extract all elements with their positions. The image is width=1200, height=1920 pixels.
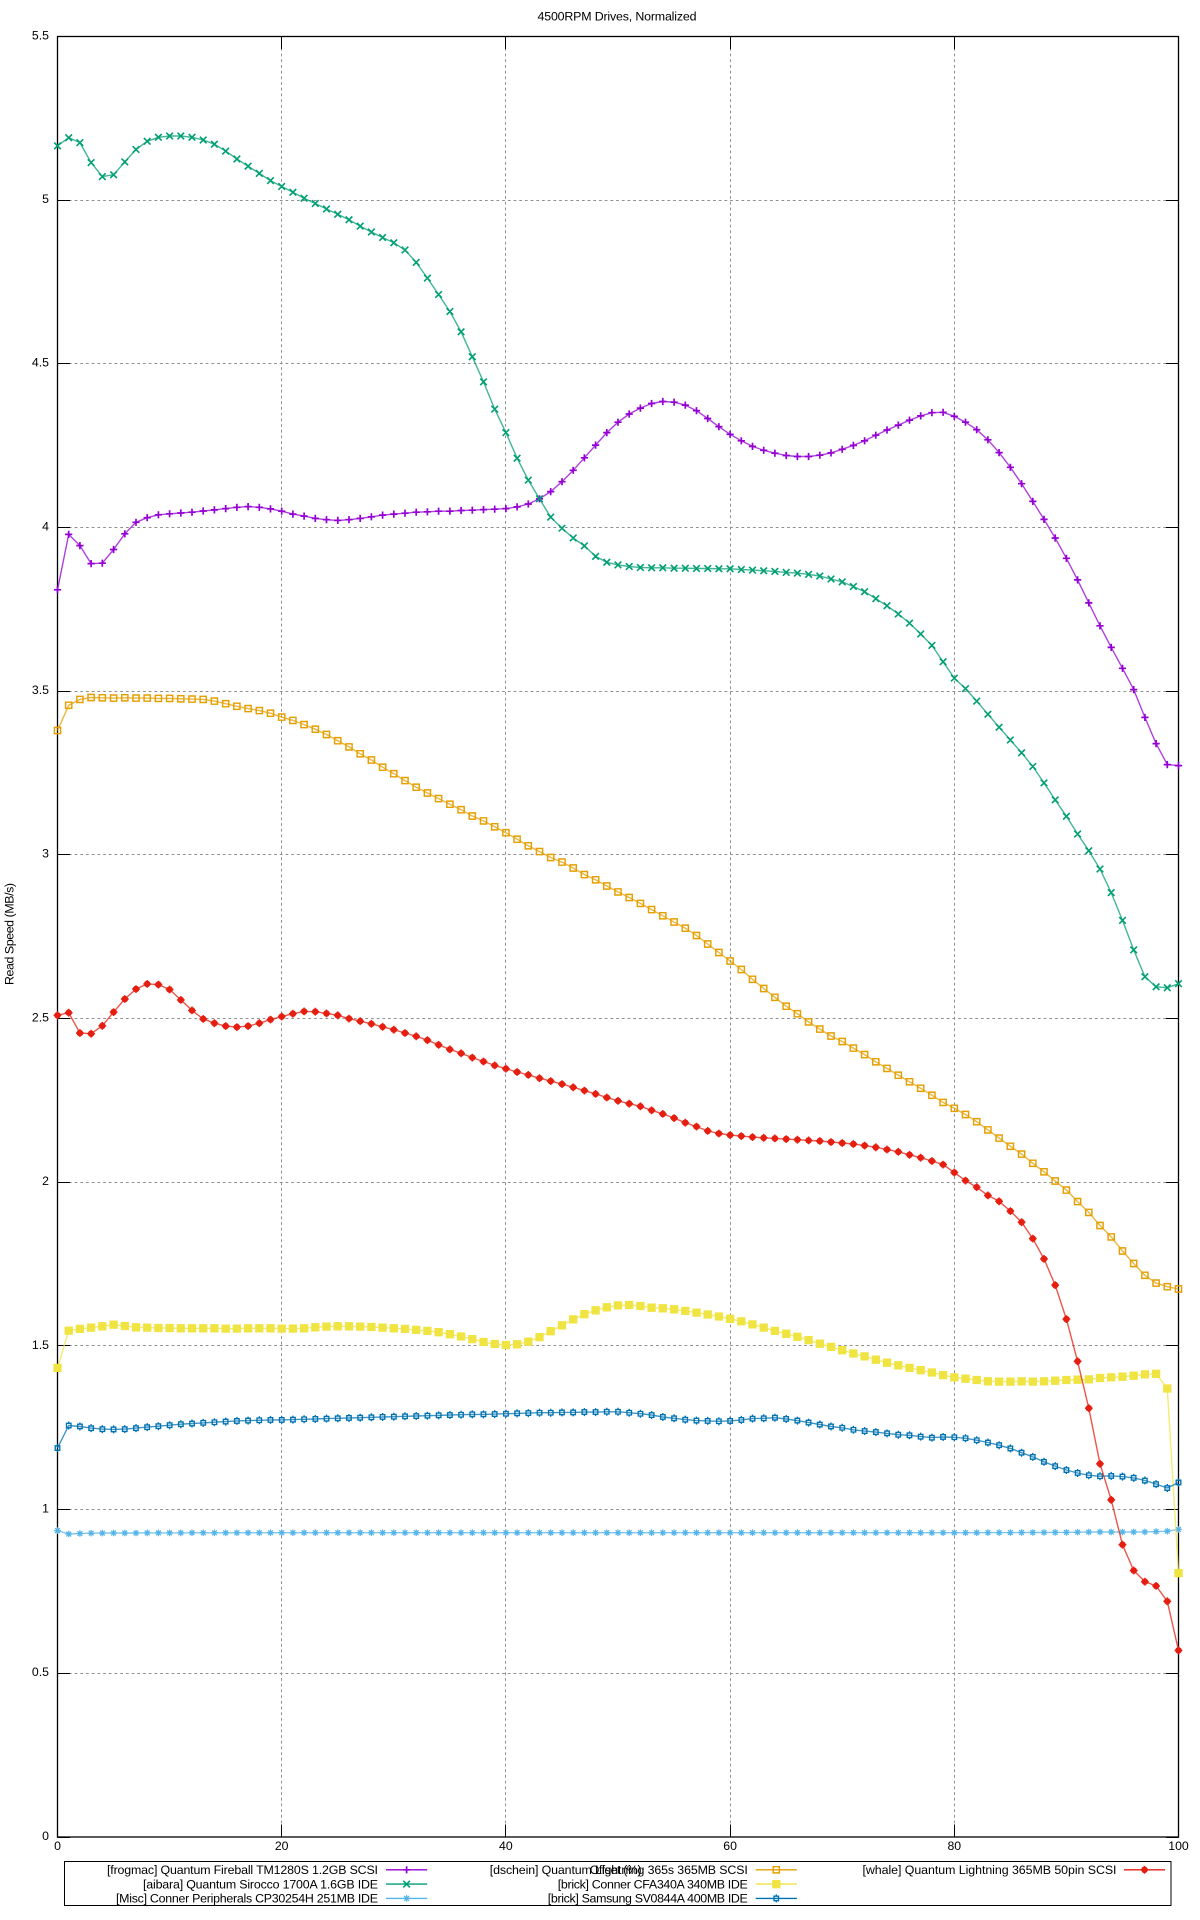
svg-text:0.5: 0.5	[32, 1665, 49, 1679]
svg-text:80: 80	[947, 1839, 961, 1853]
svg-text:5: 5	[42, 192, 49, 206]
svg-text:3: 3	[42, 847, 49, 861]
svg-text:[frogmac] Quantum Fireball TM1: [frogmac] Quantum Fireball TM1280S 1.2GB…	[107, 1863, 378, 1877]
svg-text:4: 4	[42, 519, 49, 533]
svg-text:60: 60	[723, 1839, 737, 1853]
svg-text:3.5: 3.5	[32, 683, 49, 697]
svg-text:[brick] Conner CFA340A 340MB I: [brick] Conner CFA340A 340MB IDE	[558, 1877, 748, 1891]
svg-text:1.5: 1.5	[32, 1338, 49, 1352]
svg-text:5.5: 5.5	[32, 28, 49, 42]
svg-text:4500RPM Drives, Normalized: 4500RPM Drives, Normalized	[538, 10, 697, 24]
svg-text:4.5: 4.5	[32, 356, 49, 370]
svg-text:1: 1	[42, 1501, 49, 1515]
svg-text:[dschein] Quantum Lightning 36: [dschein] Quantum Lightning 365s 365MB S…	[490, 1863, 748, 1877]
svg-text:0: 0	[54, 1839, 61, 1853]
svg-text:20: 20	[275, 1839, 289, 1853]
svg-text:[Misc] Conner Peripherals CP30: [Misc] Conner Peripherals CP30254H 251MB…	[116, 1892, 378, 1906]
svg-text:0: 0	[42, 1829, 49, 1843]
svg-text:[aibara] Quantum Sirocco 1700A: [aibara] Quantum Sirocco 1700A 1.6GB IDE	[143, 1877, 378, 1891]
svg-text:100: 100	[1168, 1839, 1189, 1853]
svg-text:[brick] Samsung SV0844A 400MB: [brick] Samsung SV0844A 400MB IDE	[548, 1892, 748, 1906]
svg-text:Read Speed (MB/s): Read Speed (MB/s)	[3, 883, 17, 985]
svg-text:2.5: 2.5	[32, 1010, 49, 1024]
svg-text:Offset (%): Offset (%)	[590, 1863, 642, 1877]
svg-text:2: 2	[42, 1174, 49, 1188]
svg-text:[whale] Quantum Lightning 365M: [whale] Quantum Lightning 365MB 50pin SC…	[863, 1863, 1117, 1877]
svg-text:40: 40	[499, 1839, 513, 1853]
